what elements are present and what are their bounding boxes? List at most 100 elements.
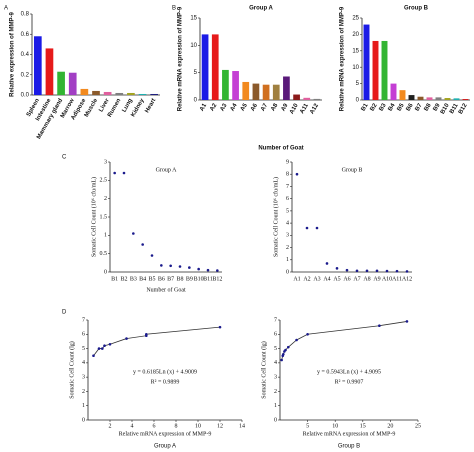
y-axis-label: Somatic Cell Count (10⁶ cfu/mL) — [90, 177, 97, 257]
annotation: R² = 0.9899 — [151, 379, 180, 385]
point — [150, 254, 154, 257]
x-tick-label: A6 — [343, 276, 350, 282]
point — [145, 332, 148, 336]
x-tick-label: Heart — [144, 98, 157, 114]
point — [122, 171, 126, 175]
point — [188, 266, 191, 269]
point — [315, 226, 319, 230]
x-tick-label: A1 — [199, 102, 208, 112]
x-tick-label: B4 — [388, 102, 397, 112]
x-tick-label: 2 — [109, 423, 112, 429]
caption: Group A — [154, 444, 176, 450]
point — [305, 226, 309, 230]
bar — [372, 40, 379, 100]
bar — [363, 24, 370, 101]
y-tick-label: 7 — [286, 184, 289, 190]
x-tick-label: 4 — [131, 423, 134, 429]
x-tick-label: B8 — [176, 276, 183, 282]
x-tick-label: B6 — [406, 102, 415, 112]
trend-line — [93, 326, 221, 356]
x-axis-label: Number of Goat — [258, 146, 303, 152]
y-tick-label: 8 — [286, 172, 289, 178]
point — [103, 344, 106, 348]
bar — [417, 96, 424, 100]
point — [206, 268, 210, 272]
y-tick-label: 4 — [82, 360, 85, 366]
point — [345, 268, 349, 272]
x-tick-label: B6 — [158, 276, 165, 282]
x-tick-label: A3 — [219, 102, 228, 112]
bar — [127, 92, 135, 95]
bar — [242, 81, 250, 100]
y-tick-label: 7 — [274, 317, 277, 323]
x-tick-label: 6 — [153, 423, 156, 429]
y-tick-label: 4 — [286, 220, 289, 226]
y-tick-label: 7 — [82, 317, 85, 323]
point — [295, 172, 299, 176]
y-tick-label: 1 — [286, 257, 289, 263]
y-axis-label: Somatic Cell Count (10⁶ cfu/mL) — [272, 177, 279, 257]
x-tick-label: A5 — [333, 276, 340, 282]
bar — [390, 83, 397, 100]
y-tick-label: 10 — [190, 43, 197, 49]
bar — [80, 88, 89, 95]
point — [280, 358, 283, 362]
x-tick-label: B12 — [458, 102, 469, 115]
x-tick-label: 8 — [175, 423, 178, 429]
x-tick-label: B9 — [433, 102, 442, 112]
trend-line — [281, 321, 408, 361]
chart-title: Group A — [156, 167, 178, 173]
x-tick-label: 20 — [387, 423, 393, 429]
point — [197, 267, 200, 271]
x-tick-label: A10 — [382, 276, 392, 282]
point — [178, 265, 182, 268]
point — [284, 348, 287, 352]
point — [405, 270, 409, 273]
annotation: y = 0.5943Ln (x) + 4.9095 — [317, 368, 381, 375]
bar — [408, 95, 415, 100]
x-tick-label: 5 — [306, 423, 309, 429]
bar — [462, 99, 469, 100]
y-tick-label: 3 — [274, 375, 277, 381]
x-tick-label: A5 — [240, 102, 249, 112]
point — [378, 324, 381, 328]
point — [216, 269, 219, 272]
x-tick-label: A9 — [373, 276, 380, 282]
x-tick-label: A1 — [293, 276, 300, 282]
bar — [262, 84, 270, 100]
x-tick-label: A8 — [270, 102, 279, 112]
y-tick-label: 1 — [82, 403, 85, 409]
y-axis-label: Relative mRNA expression of MMP-9 — [340, 6, 346, 111]
x-tick-label: B10 — [194, 276, 204, 282]
bar — [232, 71, 239, 100]
panel-letter: C — [62, 155, 67, 161]
y-axis-label: Somatic Cell Count (lg) — [260, 341, 267, 399]
bar — [313, 98, 321, 100]
x-axis-label: Number of Goat — [146, 286, 186, 293]
x-tick-label: 10 — [332, 423, 338, 429]
x-tick-label: B11 — [203, 276, 213, 282]
x-tick-label: B11 — [449, 102, 460, 115]
y-axis-label: Relative expression of MMP-9 — [10, 11, 16, 96]
bar — [272, 84, 280, 100]
y-axis-label: Relative mRNA expression of MMP-9 — [178, 6, 184, 111]
y-tick-label: 0.0 — [21, 93, 30, 99]
x-tick-label: A12 — [309, 102, 320, 115]
y-tick-label: 0.4 — [21, 52, 30, 58]
y-tick-label: 25 — [352, 16, 359, 22]
x-tick-label: A6 — [250, 102, 259, 112]
x-tick-label: B4 — [139, 276, 146, 282]
y-tick-label: 0.5 — [100, 251, 108, 257]
panel-letter: D — [62, 310, 67, 316]
bar — [201, 34, 209, 100]
bar — [33, 36, 42, 95]
y-tick-label: 0 — [286, 269, 289, 275]
bar — [68, 72, 77, 95]
y-tick-label: 6 — [286, 196, 289, 202]
y-tick-label: 15 — [190, 16, 197, 22]
y-tick-label: 0 — [274, 417, 277, 423]
point — [141, 243, 144, 246]
x-tick-label: A7 — [260, 102, 269, 112]
x-tick-label: B3 — [379, 102, 388, 112]
x-tick-label: B7 — [415, 102, 424, 112]
